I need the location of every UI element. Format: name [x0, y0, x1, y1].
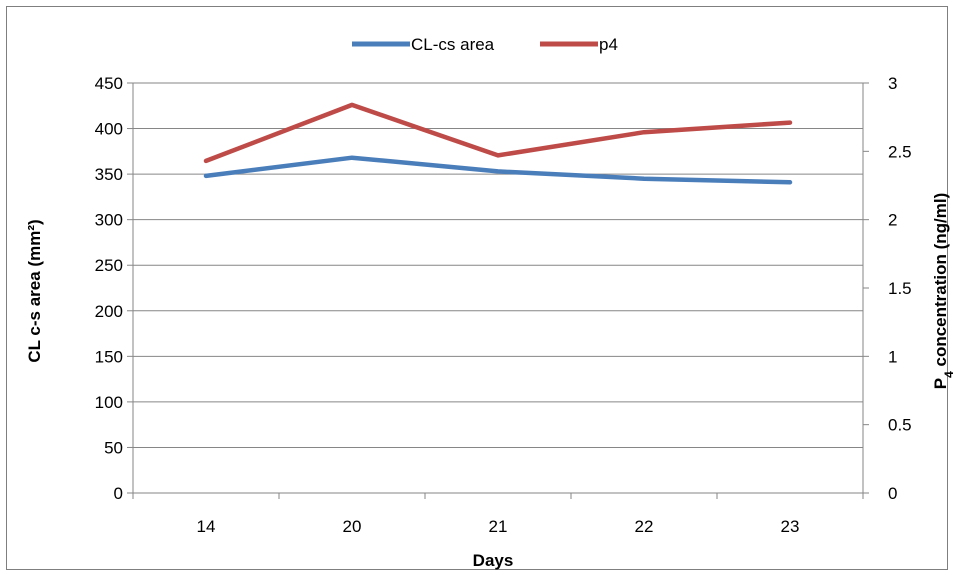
x-tick-label: 20	[343, 517, 362, 536]
y-axis-title: CL c-s area (mm²)	[25, 219, 44, 362]
legend: CL-cs area p4	[352, 35, 618, 54]
series-lines	[203, 102, 793, 185]
series-line-cl-cs-area	[203, 155, 793, 185]
legend-label-cl-cs-area: CL-cs area	[411, 35, 495, 54]
series-line-p4	[203, 102, 793, 164]
x-axis-title: Days	[473, 551, 514, 570]
axes	[127, 82, 869, 499]
y-tick-label: 100	[95, 393, 123, 412]
chart-frame	[6, 6, 948, 570]
y2-axis-title: P4 concentration (ng/ml)	[931, 193, 955, 390]
x-tick-label: 21	[489, 517, 508, 536]
y-tick-label: 300	[95, 211, 123, 230]
y-tick-label: 400	[95, 120, 123, 139]
y-tick-label: 200	[95, 302, 123, 321]
y-tick-label: 150	[95, 347, 123, 366]
y2-tick-label: 0.5	[888, 416, 912, 435]
y2-tick-label: 2.5	[888, 142, 912, 161]
y2-axis-title-subscript: 4	[942, 371, 955, 378]
y2-axis-title-rest: concentration (ng/ml)	[931, 193, 950, 372]
x-tick-label: 22	[635, 517, 654, 536]
legend-label-p4: p4	[599, 35, 618, 54]
y-tick-label: 350	[95, 165, 123, 184]
tick-labels: 0 50 100 150 200 250 300 350 400 450 0 0.5 1 1.5 2 2.5 3…	[95, 74, 912, 536]
y2-tick-label: 2	[888, 211, 897, 230]
y2-tick-label: 1.5	[888, 279, 912, 298]
y-tick-label: 450	[95, 74, 123, 93]
y2-tick-label: 3	[888, 74, 897, 93]
y-tick-label: 0	[114, 484, 123, 503]
y2-axis-title-main: P	[931, 378, 950, 389]
x-tick-label: 14	[197, 517, 216, 536]
gridlines	[133, 82, 863, 448]
y2-tick-label: 1	[888, 347, 897, 366]
y-tick-label: 250	[95, 256, 123, 275]
y-tick-label: 50	[104, 438, 123, 457]
y2-tick-label: 0	[888, 484, 897, 503]
x-tick-label: 23	[781, 517, 800, 536]
